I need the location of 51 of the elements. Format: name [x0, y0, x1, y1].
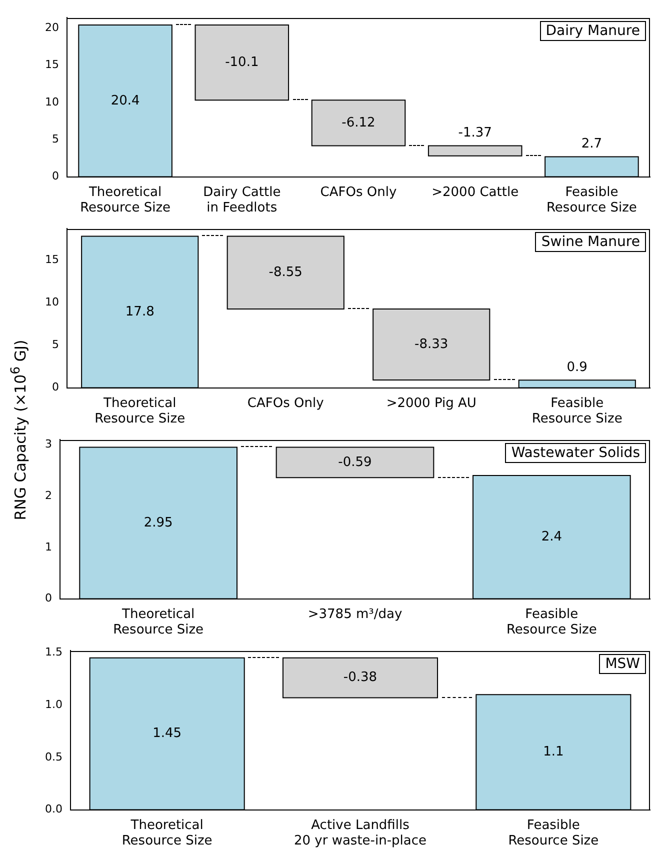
- annotation: Wastewater Solids: [505, 442, 646, 463]
- y-tick-label: 0: [45, 592, 52, 605]
- x-tick-label: Theoretical Resource Size: [94, 396, 186, 427]
- x-tick-label: Theoretical Resource Size: [80, 184, 171, 216]
- y-tick-label: 0.5: [44, 750, 62, 764]
- x-tick-label: >2000 Pig AU: [386, 396, 476, 411]
- data-label: 1.1: [543, 744, 564, 760]
- y-tick-label: 15: [44, 252, 59, 266]
- y-tick-label: 0: [52, 380, 59, 394]
- y-tick-label: 1.5: [44, 646, 62, 659]
- data-label: -8.55: [268, 265, 302, 280]
- data-label: 2.7: [581, 136, 602, 152]
- y-tick-label: 2: [45, 488, 52, 502]
- data-label: -8.33: [414, 336, 448, 352]
- data-label: 1.45: [152, 726, 182, 742]
- data-label: -10.1: [225, 54, 259, 70]
- annotation: Dairy Manure: [540, 20, 646, 41]
- x-tick-label: Theoretical Resource Size: [113, 606, 204, 638]
- y-tick-label: 15: [44, 58, 59, 72]
- y-tick-label: 3: [45, 438, 52, 451]
- data-label: -1.37: [458, 126, 492, 141]
- y-tick-label: 0.0: [44, 802, 62, 816]
- x-tick-label: CAFOs Only: [247, 396, 324, 411]
- data-label: 0.9: [566, 360, 588, 376]
- x-tick-label: Dairy Cattle in Feedlots: [203, 184, 281, 216]
- data-label: -0.59: [338, 454, 372, 470]
- x-tick-label: CAFOs Only: [320, 184, 397, 200]
- y-tick-label: 5: [52, 132, 59, 146]
- data-label: 20.4: [110, 93, 140, 108]
- y-tick-label: 1.0: [44, 698, 62, 711]
- y-tick-label: 10: [44, 296, 59, 309]
- x-tick-label: >2000 Cattle: [432, 184, 519, 200]
- data-label: 17.8: [125, 304, 154, 320]
- y-tick-label: 10: [44, 95, 59, 108]
- data-label: -0.38: [343, 670, 378, 686]
- data-label: -6.12: [342, 115, 376, 130]
- x-tick-label: Active Landfills 20 yr waste-in-place: [294, 818, 427, 849]
- x-tick-label: Theoretical Resource Size: [122, 818, 212, 849]
- x-tick-label: Feasible Resource Size: [546, 184, 637, 216]
- y-tick-label: 20: [44, 20, 59, 34]
- y-tick-label: 5: [52, 338, 59, 352]
- annotation: MSW: [599, 654, 646, 674]
- x-tick-label: Feasible Resource Size: [506, 606, 597, 638]
- x-tick-label: Feasible Resource Size: [508, 818, 599, 849]
- y-tick-label: 0: [52, 170, 59, 183]
- x-tick-label: Feasible Resource Size: [532, 396, 622, 427]
- annotation: Swine Manure: [535, 232, 646, 252]
- x-tick-label: >3785 m³/day: [308, 606, 402, 622]
- y-tick-label: 1: [45, 540, 52, 554]
- data-label: 2.4: [541, 530, 562, 545]
- data-label: 2.95: [144, 515, 173, 530]
